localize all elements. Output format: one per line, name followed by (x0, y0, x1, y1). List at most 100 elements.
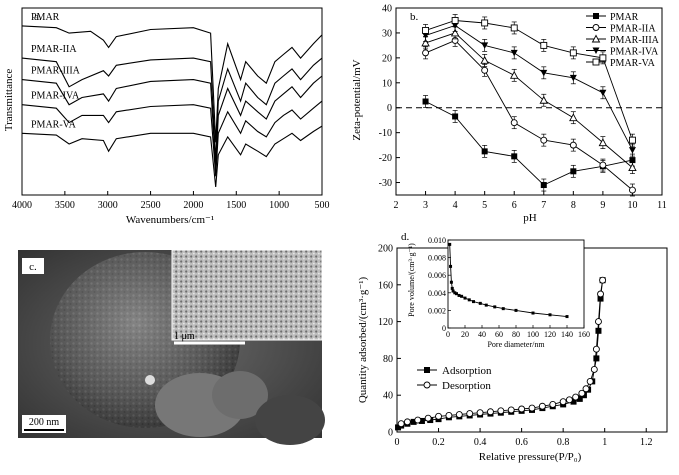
data-point (586, 377, 594, 385)
x-tick-label: 3 (423, 200, 428, 211)
series-label: PMAR-IIIA (31, 66, 81, 77)
data-point (599, 276, 607, 284)
inset-x-tick-label: 100 (527, 330, 539, 339)
inset-data-point (514, 308, 518, 312)
data-point (570, 398, 577, 405)
x-tick-label: 2 (394, 200, 399, 211)
inset-y-axis-label: Pore volume/(cm³·g⁻¹) (407, 243, 416, 317)
x-tick-label: 0 (395, 437, 400, 448)
data-point (421, 38, 430, 47)
y-axis-label: Zeta-potential/mV (351, 59, 363, 140)
x-tick-label: 8 (571, 200, 576, 211)
inset-data-point (484, 303, 488, 307)
data-point (569, 141, 577, 149)
data-point (476, 409, 484, 417)
panel-label: b. (410, 11, 419, 23)
data-point (418, 417, 425, 424)
inset-data-point (460, 294, 464, 298)
data-point (422, 26, 430, 34)
panel-d: 0 0.2 0.4 0.6 0.8 1 1.204080120160200Relative … (357, 231, 668, 463)
data-point (487, 408, 494, 416)
inset-x-tick-label: 40 (478, 330, 486, 339)
sem-bright-spot (145, 375, 155, 385)
data-point (599, 89, 607, 97)
y-tick-label: 0 (387, 103, 392, 114)
data-point (511, 153, 518, 160)
inset-y-tick-label: 0.010 (428, 236, 446, 245)
series-line (425, 39, 633, 191)
x-tick-label: 11 (657, 200, 667, 211)
inset-y-tick-label: 0.006 (428, 271, 446, 280)
x-tick-label: 1500 (226, 200, 246, 211)
data-point (590, 365, 598, 373)
panel-label-box (22, 258, 44, 274)
inset-x-tick-label: 160 (578, 330, 590, 339)
data-point (450, 28, 460, 37)
panel-label: d. (401, 231, 410, 243)
panel-label: c. (29, 261, 37, 273)
inset-data-point (457, 293, 461, 297)
data-point (510, 24, 518, 32)
x-tick-label: 9 (600, 200, 605, 211)
data-point (572, 393, 580, 401)
legend-marker (424, 367, 430, 373)
inset-data-point (467, 298, 471, 302)
legend-label: PMAR-IIIA (610, 35, 660, 46)
y-tick-label: 80 (383, 354, 393, 365)
x-tick-label: 1000 (269, 200, 289, 211)
inset-x-axis-label: Pore diameter/nm (487, 340, 545, 349)
data-point (597, 290, 604, 298)
y-tick-label: 40 (382, 4, 392, 15)
data-point (569, 74, 577, 82)
inset-scale-bar-label: 1 μm (174, 331, 195, 342)
data-point (578, 389, 586, 397)
data-point (403, 418, 411, 426)
data-point (507, 406, 515, 414)
series-line (21, 125, 323, 188)
inset-data-point (548, 313, 552, 317)
y-tick-label: -30 (379, 178, 392, 189)
y-tick-label: -20 (379, 153, 392, 164)
scale-bar-box (22, 415, 66, 433)
legend-label: PMAR (610, 12, 639, 23)
data-point (481, 148, 488, 155)
inset-x-tick-label: 0 (446, 330, 450, 339)
data-point (424, 414, 432, 422)
inset-data-point (565, 315, 569, 319)
y-tick-label: -10 (379, 128, 392, 139)
data-point (569, 49, 577, 57)
series-line (425, 25, 633, 151)
legend-marker (591, 34, 601, 43)
x-tick-label: 0.2 (432, 437, 445, 448)
x-tick-label: 0.8 (557, 437, 570, 448)
series-line (21, 100, 323, 177)
inset-x-tick-label: 20 (461, 330, 469, 339)
x-tick-label: 0.4 (474, 437, 487, 448)
inset-data-point (451, 289, 455, 293)
x-axis-label: pH (523, 212, 537, 224)
series-label: PMAR (31, 12, 60, 23)
data-point (452, 113, 459, 120)
panel-label: a. (34, 11, 42, 23)
inset-frame (447, 239, 585, 329)
inset-data-point (450, 286, 454, 290)
legend-marker (592, 58, 600, 66)
x-tick-label: 4 (453, 200, 458, 211)
data-point (451, 17, 459, 24)
data-point (565, 396, 573, 404)
data-point (628, 136, 636, 144)
data-point (629, 157, 636, 164)
inset-y-tick-label: 0 (442, 324, 446, 333)
inset-x-tick-label: 80 (512, 330, 520, 339)
y-tick-label: 0 (388, 428, 393, 439)
x-axis-label: Wavenumbers/cm⁻¹ (126, 214, 214, 226)
data-point (422, 49, 430, 57)
panel-a: 4000 3500 3000 2500 2000 1500 1000 500 Wavenumbe… (3, 7, 330, 226)
series-line (425, 32, 633, 168)
x-tick-label: 10 (627, 200, 637, 211)
data-point (628, 147, 636, 154)
series-label: PMAR-VA (31, 119, 77, 130)
inset-data-point (455, 292, 458, 296)
data-point (481, 19, 489, 27)
